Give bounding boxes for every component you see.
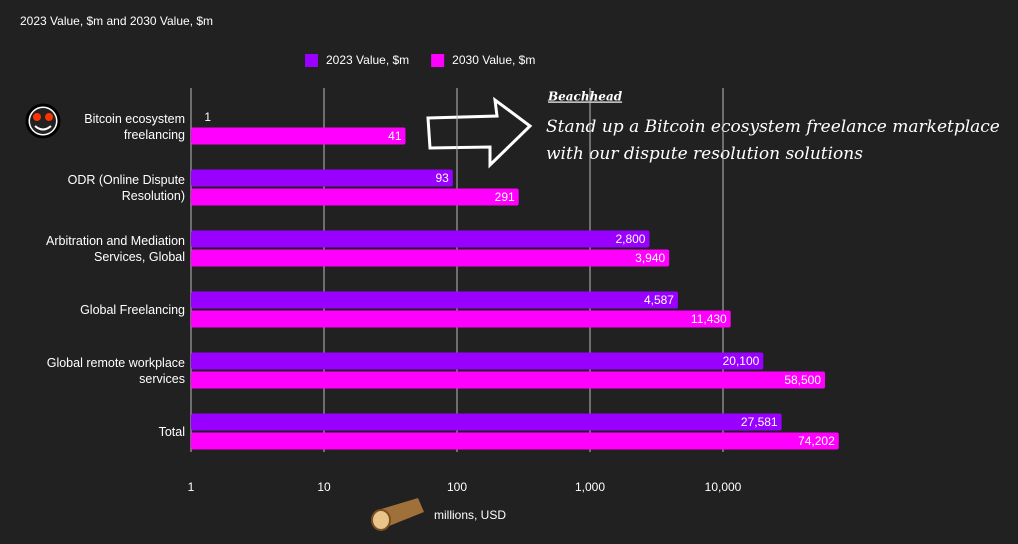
x-tick-label: 100	[447, 480, 467, 494]
value-label: 11,430	[691, 312, 727, 326]
value-label: 1	[204, 110, 211, 124]
bar	[191, 310, 731, 328]
x-tick-label: 10,000	[705, 480, 742, 494]
bar	[191, 230, 650, 248]
x-tick-label: 10	[317, 480, 331, 494]
y-tick-label: Bitcoin ecosystem freelancing	[84, 111, 185, 142]
bar	[191, 291, 678, 309]
bar	[191, 249, 670, 267]
value-label: 74,202	[798, 434, 835, 448]
y-tick-label: Total	[158, 424, 185, 439]
value-label: 2,800	[615, 232, 645, 246]
bar	[191, 352, 764, 370]
annotation-title: Beachhead	[547, 90, 623, 104]
y-tick-label: ODR (Online Dispute Resolution)	[67, 172, 185, 203]
bar	[191, 432, 839, 450]
annotation-box: Stand up a Bitcoin ecosystem freelance m…	[546, 117, 1000, 164]
bar	[191, 188, 519, 206]
smiley-icon	[25, 103, 61, 139]
bar	[191, 127, 406, 145]
value-label: 3,940	[635, 251, 665, 265]
bar	[191, 371, 826, 389]
value-label: 27,581	[741, 415, 778, 429]
x-tick-label: 1,000	[575, 480, 605, 494]
legend-label: 2030 Value, $m	[452, 53, 535, 67]
value-label: 93	[435, 171, 449, 185]
y-tick-label: Global Freelancing	[80, 302, 185, 317]
legend-label: 2023 Value, $m	[326, 53, 409, 67]
value-label: 4,587	[644, 293, 674, 307]
y-tick-label: Arbitration and Mediation Services, Glob…	[46, 233, 185, 264]
value-label: 20,100	[723, 354, 760, 368]
log-icon	[371, 498, 424, 531]
chart-title: 2023 Value, $m and 2030 Value, $m	[20, 14, 213, 28]
arrow-icon	[426, 96, 533, 169]
bar	[191, 169, 453, 187]
value-label: 41	[388, 129, 402, 143]
legend-swatch	[305, 54, 318, 67]
annotation-text: Stand up a Bitcoin ecosystem freelance m…	[546, 117, 1000, 164]
value-label: 58,500	[784, 373, 821, 387]
x-axis-label: millions, USD	[434, 508, 506, 522]
x-tick-label: 1	[188, 480, 195, 494]
y-tick-label: Global remote workplace services	[46, 355, 185, 386]
legend-swatch	[431, 54, 445, 67]
value-label: 291	[495, 190, 515, 204]
bar	[191, 413, 782, 431]
